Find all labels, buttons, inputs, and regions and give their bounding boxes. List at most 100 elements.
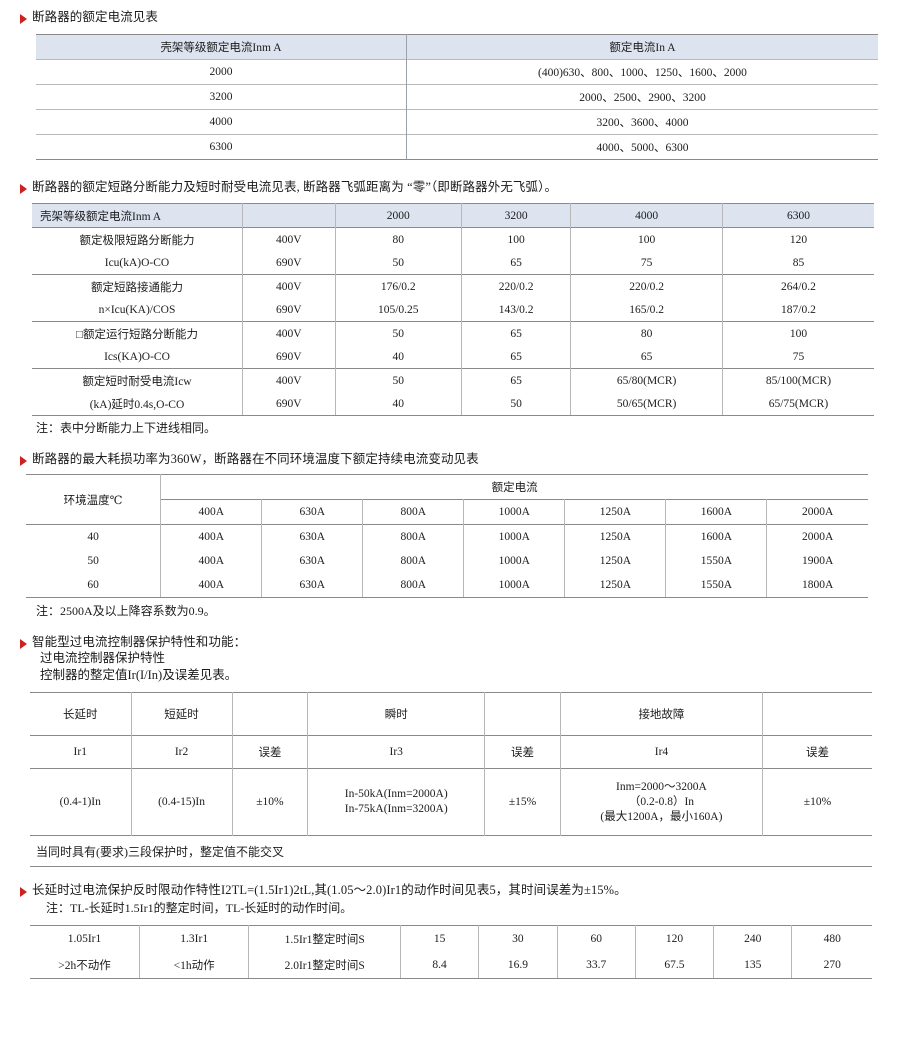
t3-cell: 1250A	[564, 549, 667, 573]
t2-cell: 50	[335, 321, 462, 345]
table-header-row: 壳架等级额定电流Inm A 额定电流In A	[36, 34, 878, 60]
spacer	[0, 436, 910, 452]
t3-cell: 1800A	[766, 573, 868, 598]
t2-row-label: n×Icu(KA)/COS	[32, 298, 243, 322]
t3-col-1600a: 1600A	[665, 499, 768, 525]
t2-cell: 65/75(MCR)	[722, 392, 874, 416]
t2-row-voltage: 400V	[242, 227, 336, 251]
t4-value-tolerance-2: ±15%	[484, 768, 561, 836]
t5-cell: 2.0Ir1整定时间S	[248, 952, 401, 979]
t1-header-rated: 额定电流In A	[406, 34, 878, 60]
table-header-row: 壳架等级额定电流Inm A 2000 3200 4000 6300	[32, 203, 874, 228]
t5-cell: >2h不动作	[30, 952, 140, 979]
table-row: >2h不动作 <1h动作 2.0Ir1整定时间S 8.4 16.9 33.7 6…	[30, 952, 872, 979]
t2-header-blank	[242, 203, 336, 228]
t2-header-2000: 2000	[335, 203, 462, 228]
t2-row-label: 额定短路接通能力	[32, 274, 243, 298]
table-row: 40 400A 630A 800A 1000A 1250A 1600A 2000…	[26, 524, 868, 549]
section-4-heading-text: 智能型过电流控制器保护特性和功能：	[32, 635, 247, 649]
t3-col-630a: 630A	[261, 499, 364, 525]
t4-value-ir1: (0.4-1)In	[30, 768, 132, 836]
triangle-bullet-icon	[20, 887, 27, 897]
t4-group-short-delay: 短延时	[131, 692, 233, 736]
t2-cell: 100	[722, 321, 874, 345]
t3-cell: 1600A	[665, 524, 768, 549]
spacer-top	[0, 0, 910, 10]
table-row: Ics(KA)O-CO 690V 40 65 65 75	[32, 345, 874, 369]
t5-cell: 33.7	[557, 952, 636, 979]
t2-row-voltage: 400V	[242, 321, 336, 345]
t4-symbol-ir1: Ir1	[30, 735, 132, 769]
t1-cell-values: (400)630、800、1000、1250、1600、2000	[406, 59, 878, 85]
t5-cell: 30	[478, 925, 558, 952]
section-4-heading: 智能型过电流控制器保护特性和功能：	[20, 635, 910, 650]
t2-cell: 65	[570, 345, 723, 369]
t2-cell: 220/0.2	[461, 274, 572, 298]
t4-value-tolerance-1: ±10%	[232, 768, 309, 836]
t2-cell: 143/0.2	[461, 298, 572, 322]
t3-cell: 1000A	[463, 573, 566, 598]
t4-group-instant: 瞬时	[307, 692, 486, 736]
t5-cell: 240	[713, 925, 793, 952]
t2-row-voltage: 690V	[242, 298, 336, 322]
t3-cell: 800A	[362, 524, 465, 549]
section-1-heading-text: 断路器的额定电流见表	[32, 10, 159, 24]
t1-cell-values: 3200、3600、4000	[406, 109, 878, 135]
t2-cell: 100	[570, 227, 723, 251]
t3-col-400a: 400A	[160, 499, 263, 525]
t2-cell: 65	[461, 321, 572, 345]
t2-cell: 120	[722, 227, 874, 251]
t3-cell: 1250A	[564, 573, 667, 598]
t2-cell: 176/0.2	[335, 274, 462, 298]
t4-symbol-ir3: Ir3	[307, 735, 486, 769]
t5-cell: 60	[557, 925, 636, 952]
table-row: 1.05Ir1 1.3Ir1 1.5Ir1整定时间S 15 30 60 120 …	[30, 925, 872, 952]
t2-cell: 50	[335, 368, 462, 392]
t3-cell: 1000A	[463, 524, 566, 549]
t5-cell: 8.4	[400, 952, 480, 979]
t4-symbol-ir2: Ir2	[131, 735, 233, 769]
table-symbol-row: Ir1 Ir2 误差 Ir3 误差 Ir4 误差	[30, 735, 872, 769]
table-row: 60 400A 630A 800A 1000A 1250A 1550A 1800…	[26, 573, 868, 598]
t2-row-label: Ics(KA)O-CO	[32, 345, 243, 369]
t2-cell: 65	[461, 368, 572, 392]
table-row: 2000 (400)630、800、1000、1250、1600、2000	[36, 59, 878, 85]
table-row: □额定运行短路分断能力 400V 50 65 80 100	[32, 321, 874, 345]
t3-group-header: 额定电流	[160, 474, 868, 500]
t4-value-tolerance-3: ±10%	[762, 768, 872, 836]
spacer	[0, 867, 910, 883]
table-row: 4000 3200、3600、4000	[36, 109, 878, 135]
t4-footer-note: 当同时具有(要求)三段保护时，整定值不能交叉	[30, 835, 872, 867]
t4-symbol-tolerance-3: 误差	[762, 735, 872, 769]
t5-cell: 15	[400, 925, 480, 952]
section-2-note: 注：表中分断能力上下进线相同。	[36, 421, 217, 435]
table-row: 6300 4000、5000、6300	[36, 134, 878, 160]
table-row: 额定短路接通能力 400V 176/0.2 220/0.2 220/0.2 26…	[32, 274, 874, 298]
t5-cell: 480	[791, 925, 872, 952]
section-5-heading: 长延时过电流保护反时限动作特性I2TL=(1.5Ir1)2tL,其(1.05～2…	[20, 883, 910, 898]
table-row: 额定极限短路分断能力 400V 80 100 100 120	[32, 227, 874, 251]
t2-cell: 65	[461, 251, 572, 275]
t5-cell: 1.05Ir1	[30, 925, 140, 952]
t2-row-label: □额定运行短路分断能力	[32, 321, 243, 345]
t3-cell: 630A	[261, 573, 364, 598]
t3-cell: 400A	[160, 573, 263, 598]
t3-cell: 2000A	[766, 524, 868, 549]
t4-symbol-tolerance-2: 误差	[484, 735, 561, 769]
t3-cell: 400A	[160, 524, 263, 549]
t3-cell: 1000A	[463, 549, 566, 573]
t1-cell-frame: 6300	[36, 134, 407, 160]
t2-row-voltage: 400V	[242, 274, 336, 298]
t2-row-voltage: 690V	[242, 251, 336, 275]
table-row: 额定短时耐受电流Icw 400V 50 65 65/80(MCR) 85/100…	[32, 368, 874, 392]
table-controller-settings: 长延时 短延时 瞬时 接地故障 Ir1 Ir2 误差 Ir3 误差 Ir4 误差…	[30, 692, 872, 867]
t5-cell: 1.5Ir1整定时间S	[248, 925, 401, 952]
t2-cell: 65	[461, 345, 572, 369]
t4-group-blank-3	[762, 692, 872, 736]
t2-header-6300: 6300	[722, 203, 874, 228]
triangle-bullet-icon	[20, 639, 27, 649]
t4-symbol-tolerance-1: 误差	[232, 735, 309, 769]
t5-cell: 135	[713, 952, 793, 979]
t2-cell: 80	[570, 321, 723, 345]
